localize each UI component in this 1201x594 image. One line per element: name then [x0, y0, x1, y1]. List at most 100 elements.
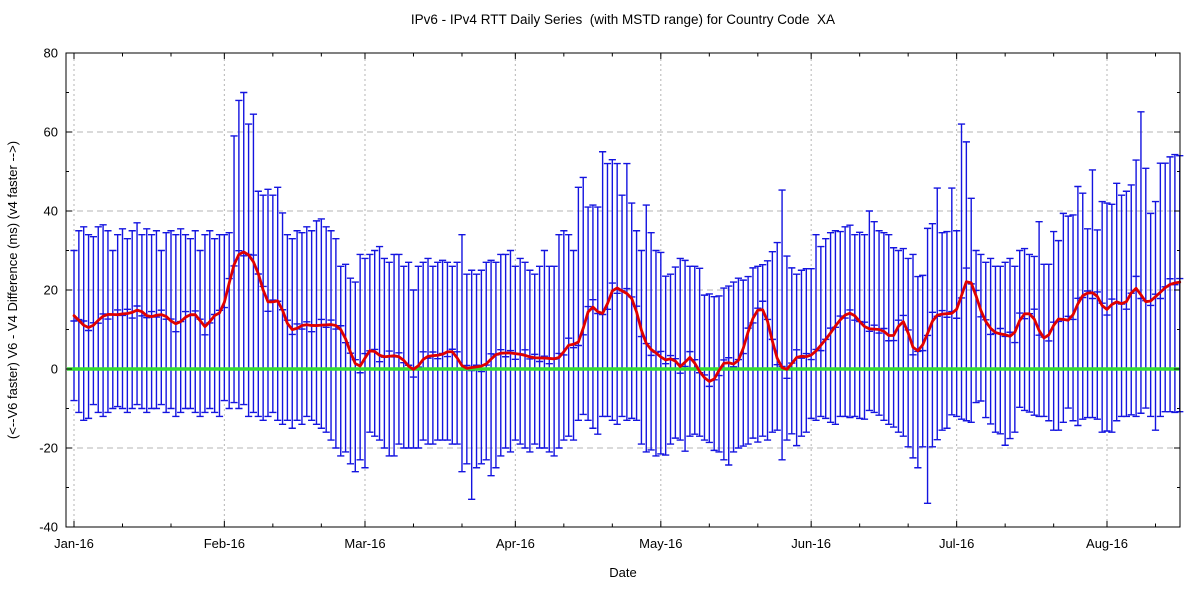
error-bar — [681, 259, 689, 452]
error-bar — [938, 232, 946, 431]
error-bar — [1025, 253, 1033, 413]
error-bar — [317, 218, 325, 429]
x-tick-label: May-16 — [639, 536, 682, 551]
error-bar — [826, 232, 835, 424]
error-bar — [788, 267, 796, 435]
error-bar — [773, 241, 781, 431]
error-bar — [1098, 200, 1106, 433]
error-bar — [1030, 255, 1038, 416]
error-bar — [618, 194, 626, 418]
error-bar — [797, 269, 806, 437]
error-bar — [613, 162, 621, 425]
error-bar — [725, 285, 733, 466]
error-bar — [1059, 212, 1067, 424]
error-bar — [458, 234, 466, 473]
error-bar — [148, 234, 156, 410]
error-bar — [419, 261, 427, 441]
error-bar — [841, 226, 849, 418]
error-bar — [361, 257, 369, 469]
error-bar — [1011, 265, 1019, 433]
x-tick-label: Jun-16 — [791, 536, 831, 551]
error-bar — [1084, 228, 1092, 419]
error-bar — [322, 226, 330, 433]
error-bar — [99, 224, 107, 418]
error-bar — [589, 204, 597, 429]
error-bar — [196, 249, 204, 418]
error-bar — [579, 176, 587, 416]
error-bar — [909, 253, 917, 459]
error-bar — [734, 277, 743, 449]
error-bar — [371, 249, 379, 437]
error-bar — [1151, 200, 1160, 431]
error-bar — [565, 234, 573, 437]
error-bar — [574, 186, 582, 422]
error-bar — [851, 234, 859, 418]
y-axis-title: (<--V6 faster) V6 - V4 Difference (ms) (… — [5, 141, 20, 439]
error-bar — [870, 220, 878, 414]
error-bar — [628, 202, 636, 420]
error-bar — [1045, 263, 1053, 422]
error-bar — [385, 261, 393, 457]
error-bar — [671, 266, 679, 439]
error-bar — [172, 234, 180, 418]
error-bar — [468, 269, 476, 501]
error-bar — [729, 281, 738, 453]
error-bar — [1064, 215, 1072, 409]
error-bar — [856, 231, 864, 420]
error-bar — [637, 249, 646, 445]
error-bar — [890, 247, 898, 428]
error-bars-series — [70, 91, 1184, 504]
error-bar — [1093, 229, 1101, 420]
error-bar — [1156, 162, 1164, 418]
error-bar — [89, 235, 97, 406]
error-bar — [739, 279, 747, 447]
x-tick-label: Mar-16 — [344, 536, 385, 551]
y-tick-label: 80 — [44, 46, 58, 61]
error-bar — [152, 230, 161, 410]
error-bar — [691, 265, 699, 435]
error-bar — [836, 230, 844, 418]
error-bar — [744, 275, 752, 445]
error-bar — [977, 253, 985, 402]
error-bar — [972, 249, 980, 404]
error-bar — [802, 267, 810, 433]
axis-ticks — [66, 52, 1180, 528]
error-bar — [720, 287, 728, 461]
error-bar — [749, 267, 757, 439]
error-bar — [904, 257, 912, 448]
error-bar — [894, 249, 903, 433]
error-bar — [560, 230, 568, 441]
error-bar — [991, 265, 1000, 433]
x-tick-label: Aug-16 — [1086, 536, 1128, 551]
error-bar — [351, 281, 359, 473]
error-bar — [1142, 167, 1150, 409]
error-bar — [812, 234, 820, 422]
error-bar — [822, 237, 830, 420]
y-tick-label: 40 — [44, 204, 58, 219]
error-bar — [899, 247, 907, 437]
error-bar — [555, 234, 563, 449]
y-tick-label: 20 — [44, 283, 58, 298]
error-bar — [162, 232, 170, 414]
error-bar — [967, 197, 975, 424]
error-bar — [919, 274, 927, 448]
error-bar — [526, 269, 534, 453]
error-bar — [356, 253, 364, 461]
error-bar — [1020, 247, 1029, 412]
error-bar — [225, 232, 233, 410]
error-bar — [128, 230, 136, 410]
error-bar — [215, 234, 224, 418]
error-bar — [676, 257, 684, 441]
error-bar — [472, 273, 481, 469]
error-bar — [366, 253, 374, 433]
error-bar — [923, 227, 932, 504]
error-bar — [453, 261, 461, 445]
error-bar — [550, 265, 558, 457]
error-bar — [497, 253, 505, 457]
x-axis-title: Date — [609, 565, 636, 580]
error-bar — [1137, 111, 1145, 414]
error-bar — [657, 251, 665, 455]
error-bar — [914, 275, 922, 469]
